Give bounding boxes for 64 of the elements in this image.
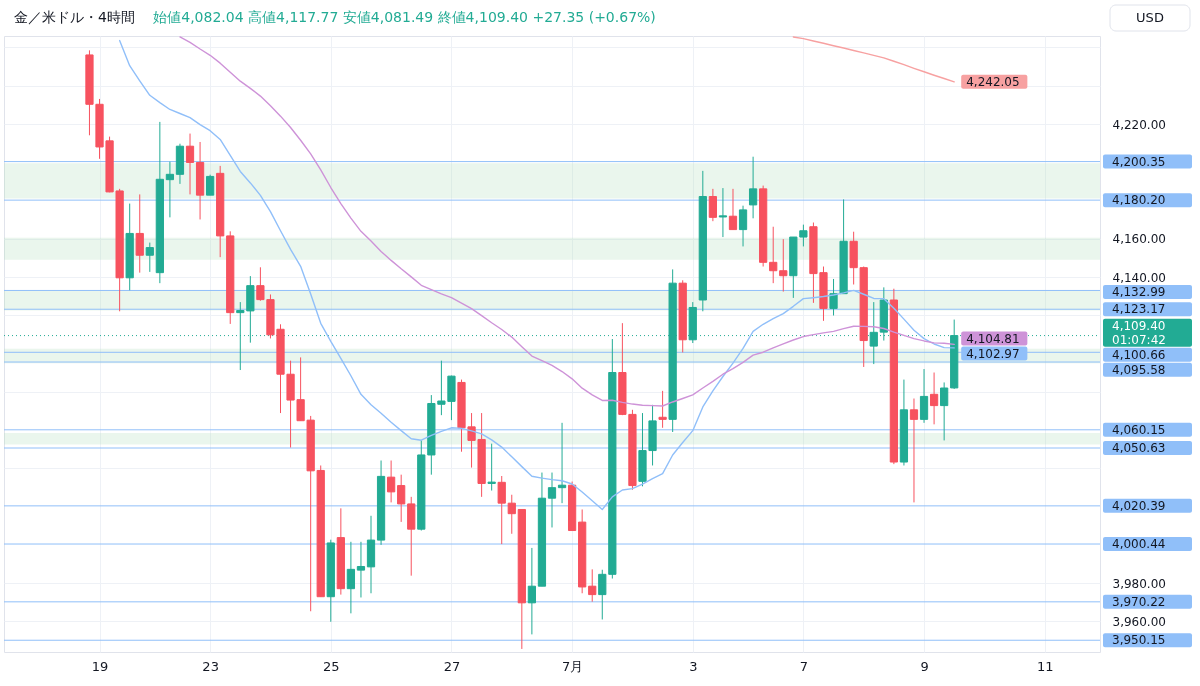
ref-line-label: 4,095.58 — [1112, 362, 1166, 377]
candlestick — [708, 188, 717, 222]
y-tick-label: 3,960.00 — [1112, 614, 1166, 629]
ref-line-label: 4,060.15 — [1112, 422, 1166, 437]
data-label: 4,102.97 — [966, 346, 1020, 361]
candlestick — [769, 226, 778, 284]
candlestick — [779, 238, 788, 293]
candlestick — [588, 568, 597, 603]
ref-line-label: 4,020.39 — [1112, 498, 1166, 513]
candlestick — [909, 398, 919, 503]
ref-line-label: 3,950.15 — [1112, 633, 1166, 648]
candlestick — [497, 475, 506, 545]
candlestick — [346, 541, 356, 614]
chart-title: 金／米ドル・4時間 — [14, 9, 135, 25]
candlestick — [135, 193, 144, 274]
candlestick — [527, 547, 537, 635]
candlestick — [356, 541, 366, 598]
candlestick — [738, 205, 748, 247]
x-tick-label: 9 — [920, 658, 929, 674]
candlestick — [185, 133, 195, 195]
x-tick-label: 19 — [91, 658, 109, 674]
ref-line-label: 3,970.22 — [1112, 594, 1166, 609]
candlestick — [145, 242, 154, 273]
ref-line-label: 4,050.63 — [1112, 441, 1166, 456]
ref-line-label: 4,180.20 — [1112, 193, 1166, 208]
x-tick-label: 23 — [202, 658, 219, 674]
line-series — [179, 36, 955, 407]
candlestick — [487, 443, 496, 492]
x-tick-label: 7 — [799, 658, 809, 674]
ref-line-label: 4,100.66 — [1112, 347, 1166, 362]
candlestick — [718, 187, 728, 238]
candlestick — [829, 278, 838, 316]
x-tick-label: 3 — [689, 658, 698, 674]
line-series — [792, 36, 955, 83]
candlestick — [507, 494, 516, 535]
candlestick — [929, 372, 939, 425]
data-label: 4,104.81 — [966, 331, 1020, 346]
candlestick — [919, 368, 929, 424]
ref-line-label: 4,000.44 — [1112, 537, 1166, 552]
x-tick-label: 7月 — [561, 658, 584, 674]
candlestick — [165, 161, 175, 218]
x-tick-label: 11 — [1036, 658, 1054, 674]
candlestick — [748, 156, 758, 219]
ref-line-label: 4,200.35 — [1112, 154, 1166, 169]
candlestick — [397, 474, 406, 523]
candlestick — [940, 381, 949, 441]
candlestick — [658, 390, 667, 429]
candlestick — [206, 174, 215, 196]
y-tick-label: 4,220.00 — [1112, 117, 1166, 132]
x-tick-label: 25 — [323, 658, 340, 674]
candlestick — [547, 472, 557, 528]
y-tick-label: 4,160.00 — [1112, 232, 1166, 247]
candlestick — [387, 460, 396, 503]
data-label: 4,242.05 — [966, 74, 1020, 89]
ref-line-label: 4,123.17 — [1112, 302, 1166, 317]
x-tick-label: 27 — [443, 658, 461, 674]
chart-subtitle: 始値4,082.04 高値4,117.77 安値4,081.49 終値4,109.40 +27.35 (+0.67%) — [153, 9, 656, 25]
y-tick-label: 4,140.00 — [1112, 270, 1166, 285]
text: 01:07:42 — [1112, 332, 1166, 347]
y-axis-title: USD — [1136, 10, 1164, 25]
candlestick — [728, 188, 738, 231]
ref-line-label: 4,132.99 — [1112, 285, 1166, 300]
y-tick-label: 3,980.00 — [1112, 576, 1166, 591]
ref-line-label: 4,109.40 — [1112, 318, 1166, 333]
